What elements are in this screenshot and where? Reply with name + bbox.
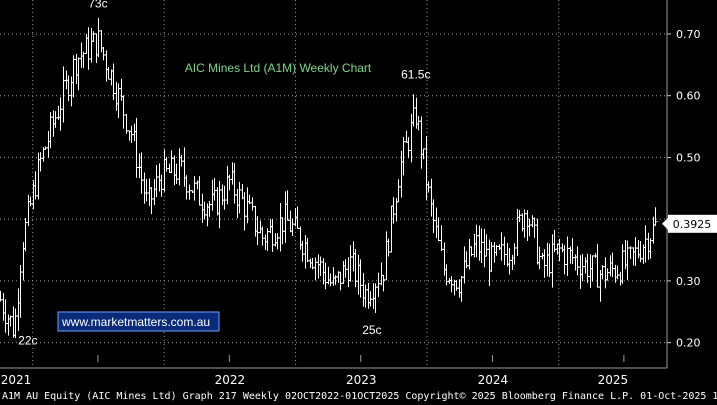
- price-annotation: 73c: [88, 0, 107, 10]
- last-price-tag: [668, 214, 717, 233]
- y-tick-label: 0.60: [676, 90, 701, 103]
- last-price-pointer: [662, 217, 668, 230]
- y-tick-label: 0.30: [676, 275, 701, 288]
- watermark-box: [57, 311, 220, 332]
- y-tick-label: 0.50: [676, 151, 701, 164]
- chart-footer: A1M AU Equity (AIC Mines Ltd) Graph 217 …: [0, 388, 717, 405]
- price-annotation: 25c: [362, 323, 381, 337]
- x-year-label: 2021: [1, 373, 32, 387]
- y-tick-label: 0.70: [676, 28, 701, 41]
- y-tick-label: 0.20: [676, 337, 701, 350]
- x-year-label: 2024: [478, 373, 509, 387]
- footer-text: A1M AU Equity (AIC Mines Ltd) Graph 217 …: [2, 391, 717, 402]
- x-year-label: 2025: [598, 373, 629, 387]
- x-year-label: 2022: [215, 373, 246, 387]
- chart-svg: 0.700.600.500.400.300.202021202220232024…: [0, 0, 717, 387]
- last-price-label: 0.3925: [673, 218, 712, 231]
- price-annotation: 61.5c: [401, 67, 430, 81]
- x-year-label: 2023: [346, 373, 377, 387]
- chart-title: AIC Mines Ltd (A1M) Weekly Chart: [185, 61, 372, 75]
- price-annotation: 22c: [18, 333, 37, 347]
- watermark-text: www.marketmatters.com.au: [61, 315, 210, 329]
